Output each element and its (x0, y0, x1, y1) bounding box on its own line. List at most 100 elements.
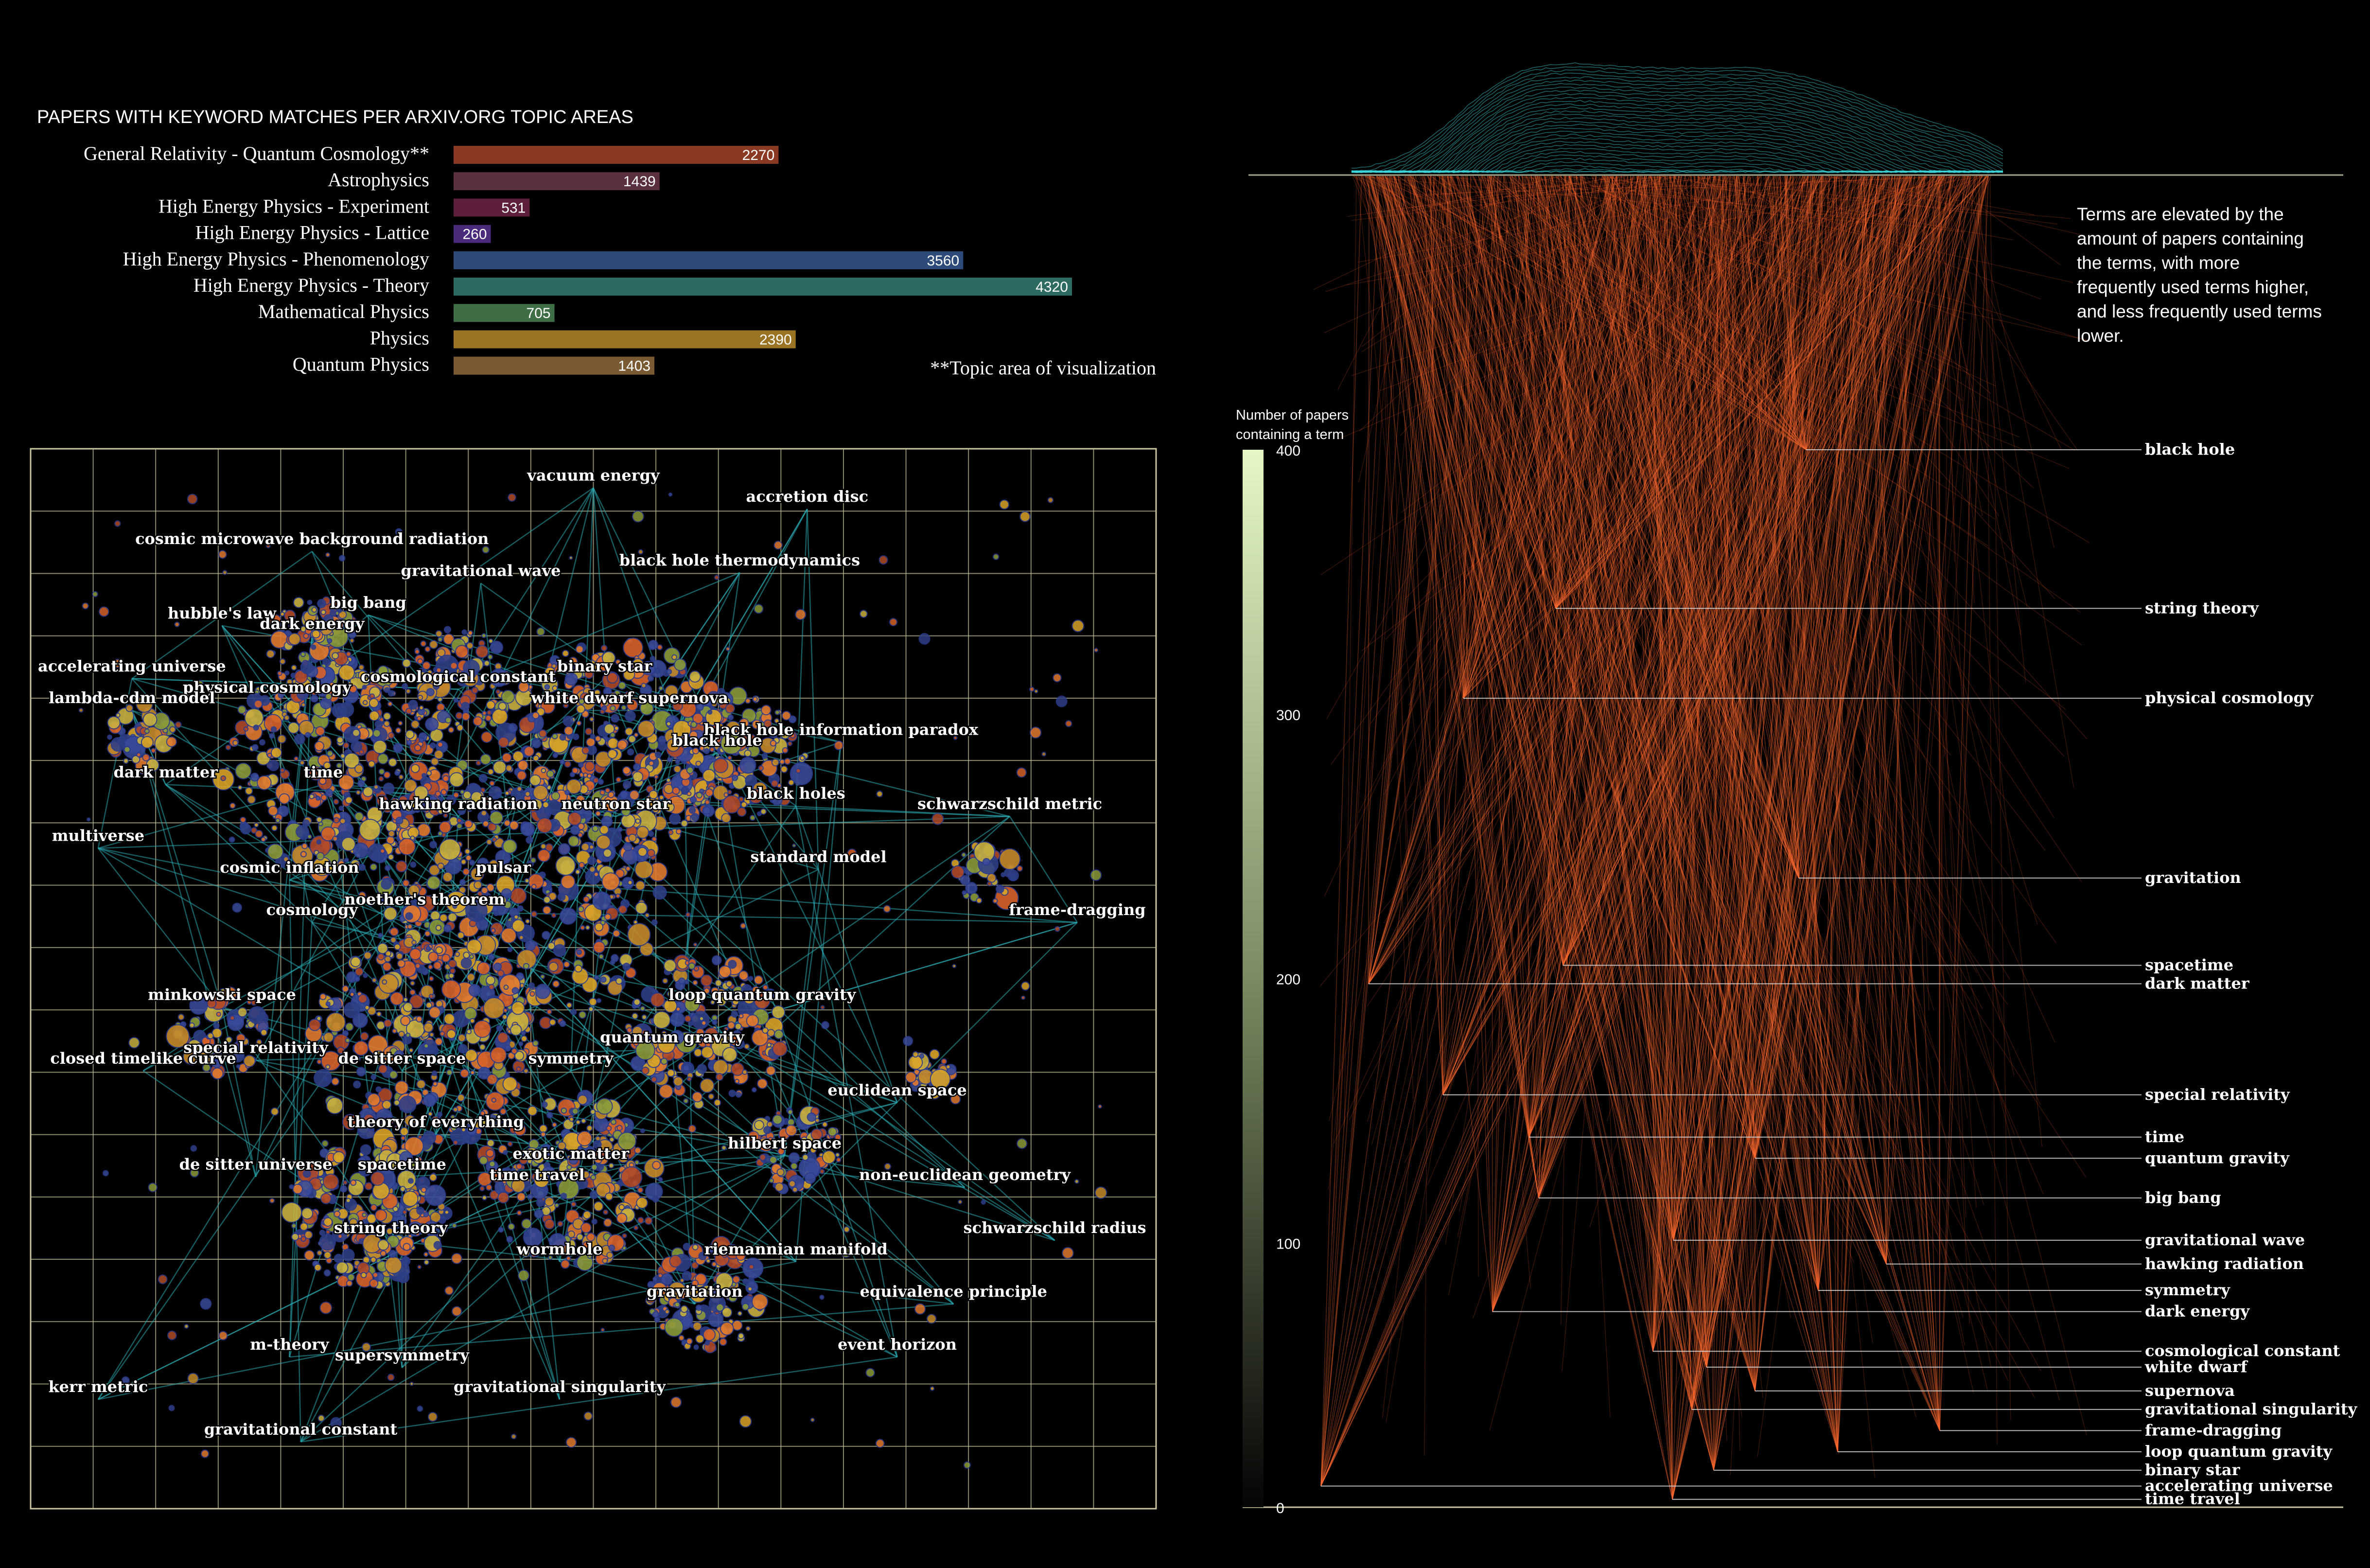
network-node (486, 839, 492, 846)
network-node (337, 860, 345, 868)
network-node (448, 959, 457, 969)
network-node (634, 1146, 642, 1154)
network-node (255, 829, 263, 838)
network-node (395, 860, 408, 873)
network-node (810, 1417, 815, 1422)
network-node (538, 729, 547, 738)
network-term-label: big bang (330, 593, 406, 612)
term-label: loop quantum gravity (2145, 1442, 2333, 1461)
network-node (716, 1303, 724, 1312)
network-node (594, 975, 599, 980)
network-node (184, 1324, 189, 1329)
network-node (237, 785, 243, 790)
network-node (360, 1272, 367, 1278)
network-node (439, 838, 461, 861)
network-link (537, 1187, 898, 1358)
network-node (307, 599, 313, 605)
network-node (360, 1032, 369, 1041)
spike-line (1320, 176, 1440, 1486)
network-node (323, 1251, 332, 1259)
network-node (422, 1093, 437, 1107)
network-node (442, 871, 453, 882)
network-node (763, 1126, 772, 1134)
network-node (542, 931, 551, 940)
spike-line (1897, 176, 1930, 1011)
network-node (787, 741, 792, 746)
network-node (391, 797, 397, 804)
bar (454, 172, 660, 191)
network-node (601, 651, 616, 665)
network-node (576, 704, 585, 714)
network-link (165, 487, 594, 785)
network-node (319, 1233, 336, 1251)
network-node (323, 1217, 333, 1227)
network-node (123, 746, 131, 753)
bar-value-label: 2390 (759, 332, 792, 348)
network-node (409, 989, 416, 996)
network-node (316, 795, 321, 801)
network-node (703, 748, 710, 755)
network-term-label: supernova (638, 688, 728, 707)
network-node (581, 746, 590, 755)
network-node (452, 1223, 457, 1229)
network-node (394, 770, 400, 776)
network-node (795, 768, 801, 774)
network-node (435, 630, 443, 637)
network-node (889, 617, 897, 626)
network-node (546, 1112, 553, 1119)
network-node (316, 1250, 323, 1256)
network-node (654, 696, 660, 701)
network-node (563, 805, 572, 813)
network-node (325, 552, 331, 558)
network-node (641, 1014, 647, 1020)
network-node (807, 1112, 816, 1122)
network-node (653, 774, 659, 779)
network-node (595, 735, 601, 742)
network-node (709, 746, 715, 753)
network-node (417, 823, 431, 837)
network-node (788, 1152, 800, 1164)
network-node (319, 777, 327, 785)
network-node (355, 790, 361, 795)
network-node (243, 1055, 256, 1068)
network-node (266, 650, 275, 658)
network-node (466, 1029, 472, 1035)
bar-category-label: Astrophysics (328, 169, 429, 191)
network-node (307, 834, 312, 839)
network-node (150, 748, 157, 754)
network-node (476, 961, 491, 975)
network-node (408, 700, 418, 710)
network-node (457, 1034, 466, 1042)
network-node (387, 690, 395, 697)
network-node (383, 782, 395, 794)
bar (454, 330, 796, 349)
network-node (691, 813, 700, 822)
network-node (589, 866, 596, 873)
network-node (625, 865, 631, 872)
network-node (232, 902, 242, 913)
network-node (395, 727, 402, 734)
network-node (502, 752, 512, 763)
network-node (216, 1011, 221, 1017)
network-node (616, 740, 628, 751)
network-node (1047, 497, 1054, 503)
network-node (359, 818, 381, 841)
network-node (648, 639, 659, 650)
network-node (597, 778, 604, 785)
network-node (431, 1070, 438, 1076)
network-node (426, 875, 441, 890)
network-node (425, 1002, 433, 1009)
network-node (511, 1048, 518, 1055)
network-node (799, 756, 805, 761)
network-node (416, 1206, 424, 1215)
network-node (398, 721, 403, 726)
network-node (505, 920, 513, 928)
network-node (378, 973, 399, 994)
network-node (615, 659, 621, 665)
network-term-label: cosmology (266, 900, 358, 919)
network-node (596, 697, 602, 704)
network-node (821, 1021, 829, 1029)
network-node (516, 786, 523, 792)
network-node (200, 1298, 212, 1310)
